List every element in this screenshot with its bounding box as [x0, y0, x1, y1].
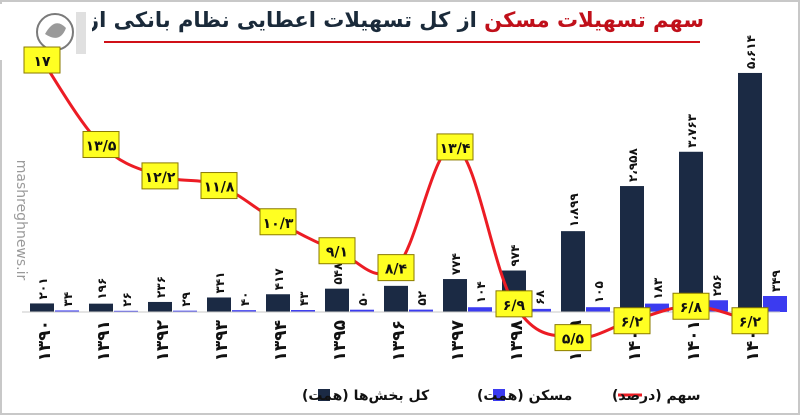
housing-bar-label: ۲۵۶	[710, 274, 724, 296]
share-label-box	[82, 131, 120, 159]
housing-bar	[763, 295, 787, 312]
share-label-box	[318, 237, 356, 265]
legend-label: کل بخش‌ها (همت)	[302, 388, 430, 404]
total-bar-label: ۲۰۱	[36, 277, 50, 299]
total-bar	[266, 294, 290, 312]
x-tick-label: ۱۴۰۱	[684, 320, 704, 362]
share-label-box	[672, 292, 710, 320]
housing-bar-label: ۱۰۴	[474, 281, 488, 303]
total-bar	[561, 231, 585, 312]
housing-bar-label: ۶۸	[533, 290, 547, 305]
x-tick-label: ۱۳۹۵	[330, 320, 350, 362]
housing-bar-label: ۱۸۳	[651, 277, 665, 300]
x-tick-label: ۱۳۹۷	[448, 319, 468, 361]
total-bar	[89, 303, 113, 312]
housing-bar-label: ۴۰	[238, 292, 252, 307]
housing-bar-label: ۴۳	[297, 291, 311, 306]
legend-swatch	[318, 389, 330, 401]
total-bar-label: ۷۷۴	[449, 253, 463, 275]
housing-bar-label: ۲۹	[179, 291, 193, 306]
housing-bar	[55, 310, 79, 312]
total-bar-label: ۹۷۴	[508, 245, 522, 267]
housing-bar	[232, 310, 256, 312]
total-bar	[679, 151, 703, 312]
share-label: ۱۱/۸	[204, 180, 235, 196]
share-label-box	[554, 324, 592, 352]
total-bar	[30, 303, 54, 312]
housing-bar	[586, 307, 610, 312]
share-label: ۶/۲	[739, 315, 762, 331]
housing-bar	[704, 300, 728, 312]
x-tick-label: ۱۳۹۳	[212, 319, 232, 361]
total-bar	[620, 186, 644, 312]
total-bar-label: ۱۹۶	[95, 278, 109, 300]
total-bar-label: ۴۱۷	[272, 268, 286, 291]
share-label-box	[495, 290, 533, 318]
x-tick-label: ۱۳۹۰	[35, 320, 55, 362]
total-bar-label: ۱،۸۹۹	[567, 193, 581, 228]
share-label: ۱۳/۴	[440, 141, 471, 157]
share-label-box	[141, 162, 179, 190]
title-underline	[104, 41, 700, 43]
housing-bar-label: ۳۴۹	[769, 269, 783, 292]
share-label: ۱۰/۳	[263, 216, 294, 232]
total-bar-label: ۳،۷۶۳	[685, 113, 699, 148]
housing-bar-label: ۵۲	[415, 290, 429, 305]
legend-swatch	[493, 389, 505, 401]
housing-bar	[173, 310, 197, 312]
watermark-text: mashreghnews.ir	[13, 160, 29, 281]
x-tick-label: ۱۳۹۲	[153, 319, 173, 361]
share-label-box	[436, 133, 474, 161]
housing-bar	[645, 303, 669, 312]
share-label: ۵/۵	[562, 332, 585, 348]
share-label: ۱۳/۵	[86, 139, 117, 155]
housing-bar	[114, 310, 138, 312]
x-tick-label: ۱۳۹۴	[271, 320, 291, 362]
total-bar-label: ۳۴۱	[213, 271, 227, 293]
share-label-box	[200, 172, 238, 200]
housing-bar	[468, 307, 492, 312]
x-tick-label: ۱۳۹۱	[94, 320, 114, 362]
title-accent: سهم تسهیلات مسکن	[484, 8, 704, 32]
housing-bar-label: ۱۰۵	[592, 281, 606, 303]
total-bar-label: ۵۴۸	[331, 262, 345, 285]
share-label: ۸/۴	[385, 262, 408, 278]
share-label: ۹/۱	[326, 245, 348, 261]
share-label-box	[731, 307, 769, 335]
total-bar	[738, 72, 762, 313]
total-bar	[384, 285, 408, 312]
share-label-box	[259, 208, 297, 236]
total-bar-label: ۲۳۶	[154, 276, 168, 298]
share-label: ۶/۸	[680, 300, 703, 316]
share-label: ۶/۹	[503, 298, 526, 314]
share-label-box	[613, 307, 651, 335]
legend-label: سهم (درصد)	[612, 388, 701, 404]
share-label: ۱۷	[33, 54, 51, 70]
total-bar	[207, 297, 231, 312]
housing-bar	[527, 308, 551, 312]
legend-label: مسکن (همت)	[477, 388, 572, 404]
share-label-box	[377, 254, 415, 282]
x-tick-label: ۱۳۹۸	[507, 319, 527, 361]
total-bar-label: ۲،۹۵۸	[626, 148, 640, 183]
share-label: ۶/۲	[621, 315, 644, 331]
svg-text:mashreghnews.ir: mashreghnews.ir	[13, 160, 29, 281]
total-bar	[325, 288, 349, 312]
housing-bar-label: ۵۰	[356, 291, 370, 306]
housing-bar	[409, 309, 433, 312]
housing-bar-label: ۳۴	[61, 292, 75, 307]
x-tick-label: ۱۳۹۶	[389, 320, 409, 362]
share-label-box	[23, 46, 61, 74]
total-bar	[443, 279, 467, 312]
housing-bar	[350, 309, 374, 312]
total-bar-label: ۵،۶۱۴	[744, 35, 758, 69]
housing-bar-label: ۲۶	[120, 292, 134, 307]
share-label: ۱۲/۲	[145, 170, 176, 186]
total-bar	[148, 301, 172, 312]
housing-bar	[291, 310, 315, 312]
